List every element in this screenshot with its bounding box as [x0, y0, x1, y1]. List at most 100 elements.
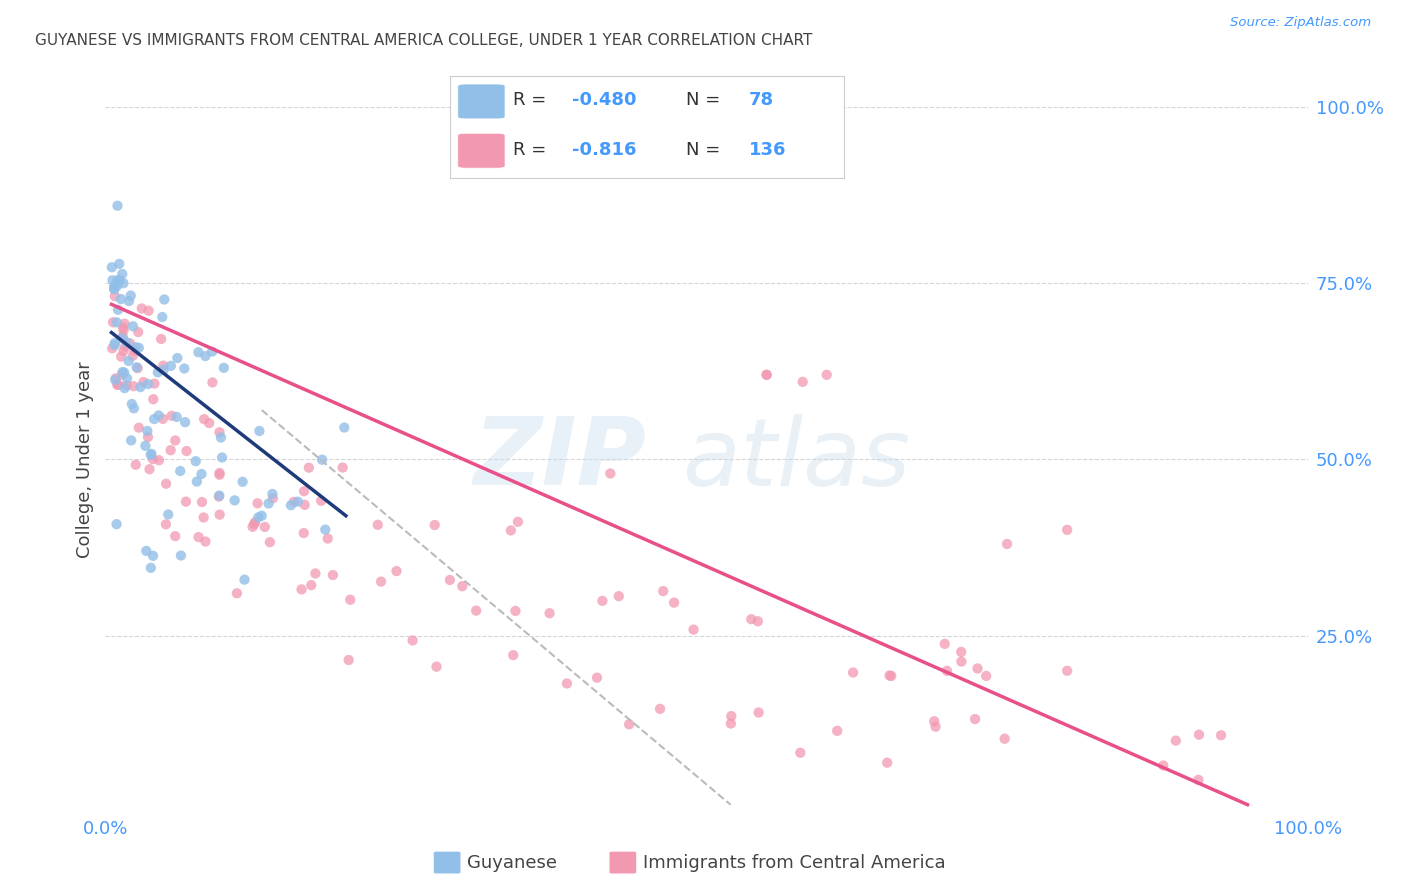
Point — [499, 524, 522, 538]
Point — [755, 368, 778, 382]
Point — [122, 319, 145, 334]
Point — [208, 490, 231, 504]
Point — [994, 731, 1017, 746]
FancyBboxPatch shape — [458, 84, 505, 119]
Point — [128, 341, 150, 355]
Point — [193, 412, 215, 426]
Point — [186, 475, 208, 489]
Point — [108, 273, 131, 287]
Point — [965, 712, 987, 726]
Point — [439, 573, 461, 587]
Point — [112, 323, 135, 337]
Point — [299, 578, 322, 592]
Point — [114, 340, 136, 354]
Point — [138, 303, 160, 318]
Point — [174, 415, 197, 429]
Point — [211, 450, 233, 465]
Point — [224, 493, 246, 508]
Point — [825, 723, 848, 738]
Point — [165, 529, 187, 543]
Point — [135, 544, 157, 558]
Point — [150, 332, 173, 346]
Point — [337, 653, 360, 667]
Point — [111, 365, 134, 379]
Point — [105, 517, 128, 532]
Text: N =: N = — [686, 92, 725, 110]
Point — [842, 665, 865, 680]
Point — [155, 476, 177, 491]
Point — [506, 515, 529, 529]
Point — [121, 349, 143, 363]
Point — [115, 378, 138, 392]
Point — [599, 467, 621, 481]
Point — [111, 331, 134, 345]
Point — [187, 530, 209, 544]
Point — [648, 702, 671, 716]
Point — [103, 282, 125, 296]
Text: atlas: atlas — [682, 414, 911, 505]
Point — [1209, 728, 1232, 742]
Point — [176, 444, 198, 458]
Text: 136: 136 — [749, 141, 786, 159]
Point — [150, 310, 173, 324]
Point — [591, 594, 613, 608]
Point — [1188, 728, 1211, 742]
Point — [111, 329, 134, 343]
Point — [132, 375, 155, 389]
Point — [876, 756, 898, 770]
Point — [170, 549, 193, 563]
Text: -0.480: -0.480 — [572, 92, 637, 110]
Point — [425, 659, 447, 673]
Point — [194, 534, 217, 549]
Point — [232, 475, 254, 489]
Point — [138, 462, 160, 476]
Point — [127, 361, 149, 376]
Point — [502, 648, 524, 662]
Point — [740, 612, 762, 626]
Text: GUYANESE VS IMMIGRANTS FROM CENTRAL AMERICA COLLEGE, UNDER 1 YEAR CORRELATION CH: GUYANESE VS IMMIGRANTS FROM CENTRAL AMER… — [35, 33, 813, 47]
Point — [136, 424, 159, 438]
Point — [212, 360, 235, 375]
Point — [815, 368, 838, 382]
Point — [128, 420, 150, 434]
Point — [995, 537, 1018, 551]
Point — [198, 416, 221, 430]
Point — [105, 315, 128, 329]
Point — [159, 443, 181, 458]
FancyBboxPatch shape — [458, 133, 505, 168]
Point — [166, 409, 188, 424]
Point — [146, 365, 169, 379]
Point — [142, 392, 165, 407]
Point — [755, 368, 778, 382]
Point — [242, 520, 264, 534]
Point — [139, 448, 162, 462]
Point — [1152, 758, 1174, 772]
Point — [148, 453, 170, 467]
Point — [934, 637, 956, 651]
Point — [110, 292, 132, 306]
Point — [298, 460, 321, 475]
Point — [789, 746, 811, 760]
Point — [233, 573, 256, 587]
Point — [950, 655, 973, 669]
Point — [105, 275, 128, 289]
Point — [125, 458, 148, 472]
Point — [748, 706, 770, 720]
Point — [309, 493, 332, 508]
Point — [1164, 733, 1187, 747]
Point — [208, 508, 231, 522]
Point — [720, 709, 742, 723]
Text: Immigrants from Central America: Immigrants from Central America — [643, 854, 945, 871]
Point — [114, 381, 136, 395]
Point — [120, 336, 142, 351]
Point — [121, 397, 143, 411]
Point — [142, 452, 165, 467]
Point — [122, 401, 145, 416]
Point — [370, 574, 392, 589]
Point — [107, 199, 129, 213]
Point — [311, 452, 333, 467]
Text: R =: R = — [513, 141, 553, 159]
Point — [114, 317, 136, 331]
Point — [262, 487, 284, 501]
Point — [339, 592, 361, 607]
